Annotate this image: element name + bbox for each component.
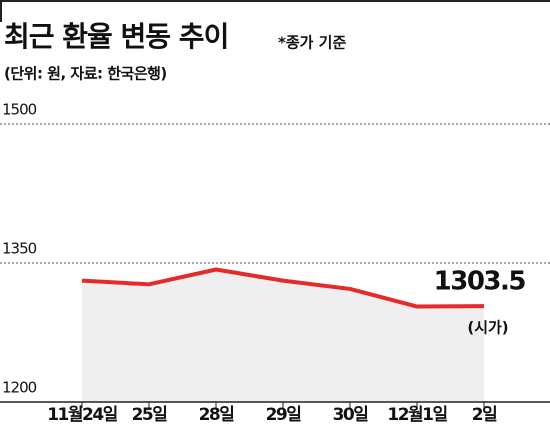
area <box>82 269 484 402</box>
x-tick-label: 30일 <box>333 405 369 425</box>
chart-title: 최근 환율 변동 추이 <box>4 20 228 53</box>
x-tick-label: 12월1일 <box>387 405 447 425</box>
x-tick-label: 25일 <box>132 405 168 425</box>
y-tick-label: 1350 <box>2 240 37 258</box>
value-label: 1303.5 <box>434 267 526 297</box>
y-tick-label: 1200 <box>2 379 37 397</box>
x-tick-label: 2일 <box>472 405 497 425</box>
chart-subtitle: *종가 기준 <box>278 34 346 52</box>
x-tick-label: 29일 <box>266 405 302 425</box>
y-tick-label: 1500 <box>2 101 37 119</box>
x-tick-label: 11월24일 <box>47 405 117 425</box>
line <box>81 267 485 309</box>
annotation: (시가) <box>467 319 508 337</box>
x-tick-label: 28일 <box>199 405 235 425</box>
source: (단위: 원, 자료: 한국은행) <box>4 65 167 83</box>
